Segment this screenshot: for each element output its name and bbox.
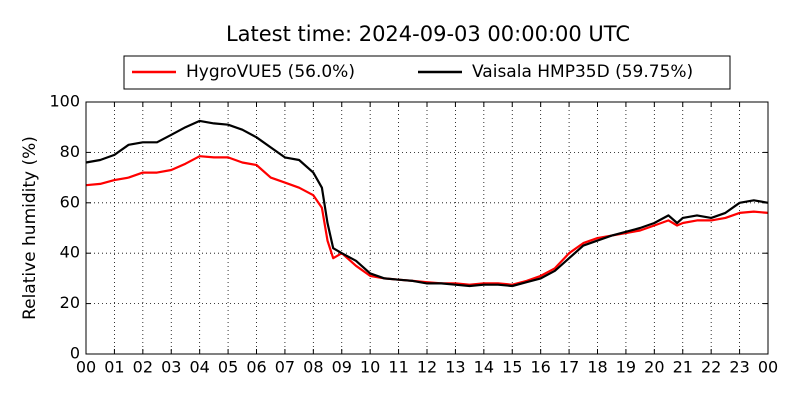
chart-title: Latest time: 2024-09-03 00:00:00 UTC bbox=[226, 22, 630, 46]
x-tick-label: 19 bbox=[616, 358, 636, 377]
series-line bbox=[85, 119, 769, 288]
x-tick-label: 01 bbox=[104, 358, 124, 377]
legend-label: Vaisala HMP35D (59.75%) bbox=[472, 62, 693, 82]
series-line bbox=[85, 155, 769, 286]
x-tick-label: 13 bbox=[445, 358, 465, 377]
x-tick-label: 00 bbox=[758, 358, 778, 377]
x-tick-label: 07 bbox=[275, 358, 295, 377]
x-tick-label: 22 bbox=[701, 358, 721, 377]
y-tick-label: 0 bbox=[70, 344, 80, 363]
x-tick-label: 04 bbox=[189, 358, 209, 377]
x-tick-label: 14 bbox=[474, 358, 494, 377]
y-tick-label: 60 bbox=[60, 192, 80, 211]
y-tick-label: 80 bbox=[60, 142, 80, 161]
x-tick-label: 06 bbox=[246, 358, 266, 377]
x-tick-label: 15 bbox=[502, 358, 522, 377]
x-tick-label: 23 bbox=[729, 358, 749, 377]
x-tick-label: 20 bbox=[644, 358, 664, 377]
x-tick-label: 18 bbox=[587, 358, 607, 377]
legend-label: HygroVUE5 (56.0%) bbox=[186, 62, 355, 82]
y-tick-label: 40 bbox=[60, 243, 80, 262]
x-tick-label: 17 bbox=[559, 358, 579, 377]
x-tick-label: 12 bbox=[417, 358, 437, 377]
x-tick-label: 16 bbox=[530, 358, 550, 377]
x-tick-label: 00 bbox=[76, 358, 96, 377]
x-tick-label: 03 bbox=[161, 358, 181, 377]
x-tick-label: 08 bbox=[303, 358, 323, 377]
x-tick-label: 02 bbox=[133, 358, 153, 377]
y-tick-label: 20 bbox=[60, 293, 80, 312]
x-tick-label: 05 bbox=[218, 358, 238, 377]
plot-frame bbox=[85, 101, 769, 355]
y-axis-label: Relative humidity (%) bbox=[20, 136, 40, 320]
x-tick-label: 09 bbox=[332, 358, 352, 377]
x-tick-label: 21 bbox=[673, 358, 693, 377]
y-tick-label: 100 bbox=[49, 92, 80, 111]
x-tick-label: 10 bbox=[360, 358, 380, 377]
x-tick-label: 11 bbox=[388, 358, 408, 377]
